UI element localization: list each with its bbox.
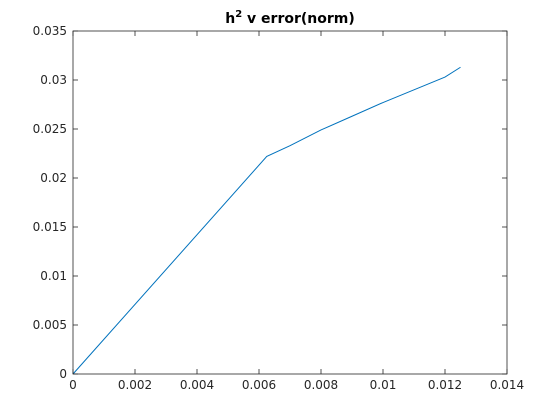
y-tick-label: 0.025 xyxy=(33,122,67,136)
y-tick-label: 0.015 xyxy=(33,220,67,234)
chart-title: h2 v error(norm) xyxy=(225,9,355,27)
x-tick-label: 0 xyxy=(69,378,77,392)
y-tick-label: 0.005 xyxy=(33,318,67,332)
chart-title-superscript: 2 xyxy=(235,9,242,20)
x-tick-label: 0.002 xyxy=(118,378,152,392)
chart-title-suffix: v error(norm) xyxy=(242,11,355,27)
y-tick-label: 0.03 xyxy=(40,73,67,87)
series-layer xyxy=(72,66,461,375)
y-tick-label: 0.035 xyxy=(33,24,67,38)
x-tick-label: 0.004 xyxy=(180,378,214,392)
axes-box xyxy=(72,30,508,375)
chart-title-base: h xyxy=(225,11,235,27)
x-tick-label: 0.012 xyxy=(428,378,462,392)
y-tick-label: 0.02 xyxy=(40,171,67,185)
tick-layer: 0 0.002 0.004 0.006 0.008 0.01 0.012 0.014 0 0.00… xyxy=(33,24,525,392)
series-line xyxy=(72,66,461,375)
x-tick-label: 0.014 xyxy=(490,378,524,392)
x-tick-label: 0.006 xyxy=(242,378,276,392)
x-tick-label: 0.01 xyxy=(370,378,397,392)
plot-area xyxy=(73,31,507,374)
y-tick-label: 0.01 xyxy=(40,269,67,283)
y-tick-label: 0 xyxy=(59,367,67,381)
x-tick-label: 0.008 xyxy=(304,378,338,392)
